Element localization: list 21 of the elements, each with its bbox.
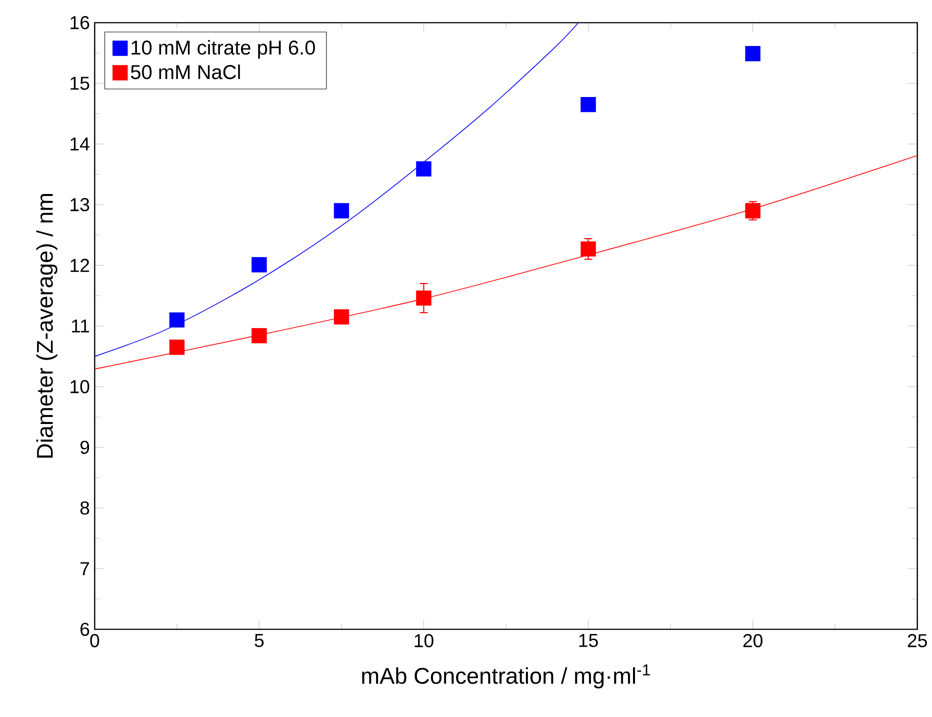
x-tick-label: 0 xyxy=(90,634,100,648)
x-tick-label: 10 xyxy=(414,634,434,648)
y-tick-label: 6 xyxy=(80,622,90,636)
y-tick-label: 9 xyxy=(80,440,90,454)
legend-label: 50 mM NaCl xyxy=(130,64,240,80)
y-tick-label: 16 xyxy=(70,16,90,30)
y-tick-label: 10 xyxy=(70,380,90,394)
y-tick-label: 15 xyxy=(70,76,90,90)
x-tick-label: 5 xyxy=(254,634,264,647)
y-tick-label: 13 xyxy=(70,198,90,212)
y-tick-label: 7 xyxy=(80,562,90,575)
legend-label: 10 mM citrate pH 6.0 xyxy=(132,40,315,59)
y-tick-label: 11 xyxy=(72,319,90,332)
x-tick-label: 25 xyxy=(908,634,927,648)
y-tick-label: 12 xyxy=(70,258,90,272)
x-tick-label: 20 xyxy=(743,634,762,648)
x-tick-label: 15 xyxy=(579,634,598,647)
y-tick-label: 14 xyxy=(70,137,90,150)
y-axis-title: Diameter (Z-average) / nm xyxy=(36,194,58,458)
y-tick-label: 8 xyxy=(80,501,90,514)
x-axis-title: mAb Concentration / mg·ml$^{-1}$ xyxy=(362,664,650,688)
